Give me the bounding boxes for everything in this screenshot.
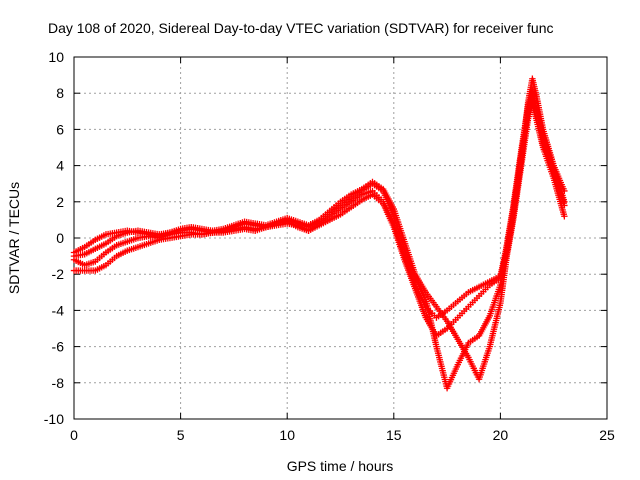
y-tick-label: -8: [52, 375, 65, 391]
data-points: [70, 75, 568, 392]
x-tick-label: 5: [177, 427, 185, 443]
y-tick-label: -2: [52, 266, 65, 282]
y-tick-label: -6: [52, 339, 65, 355]
chart-title: Day 108 of 2020, Sidereal Day-to-day VTE…: [48, 20, 554, 36]
series-track-4: [70, 100, 568, 383]
x-tick-label: 10: [279, 427, 295, 443]
y-tick-label: 10: [48, 49, 64, 65]
series-track-3: [70, 86, 568, 392]
y-tick-label: -10: [44, 411, 64, 427]
y-tick-label: 2: [56, 194, 64, 210]
y-tick-label: 6: [56, 121, 64, 137]
x-tick-label: 25: [599, 427, 615, 443]
series-track-1: [70, 93, 568, 321]
x-tick-label: 20: [493, 427, 509, 443]
x-axis-label: GPS time / hours: [287, 458, 394, 474]
y-tick-label: -4: [52, 302, 65, 318]
y-tick-label: 4: [56, 158, 64, 174]
y-axis-label: SDTVAR / TECUs: [6, 182, 22, 294]
data-point: [561, 213, 568, 220]
axis-ticks: 0 5 10 15 20 25 -10 -8 -6 -4 -2 0 2 4 6 8 10: [44, 49, 615, 443]
y-tick-label: 0: [56, 230, 64, 246]
series-track-2: [70, 75, 568, 339]
x-tick-label: 0: [70, 427, 78, 443]
y-tick-label: 8: [56, 85, 64, 101]
x-tick-label: 15: [386, 427, 402, 443]
